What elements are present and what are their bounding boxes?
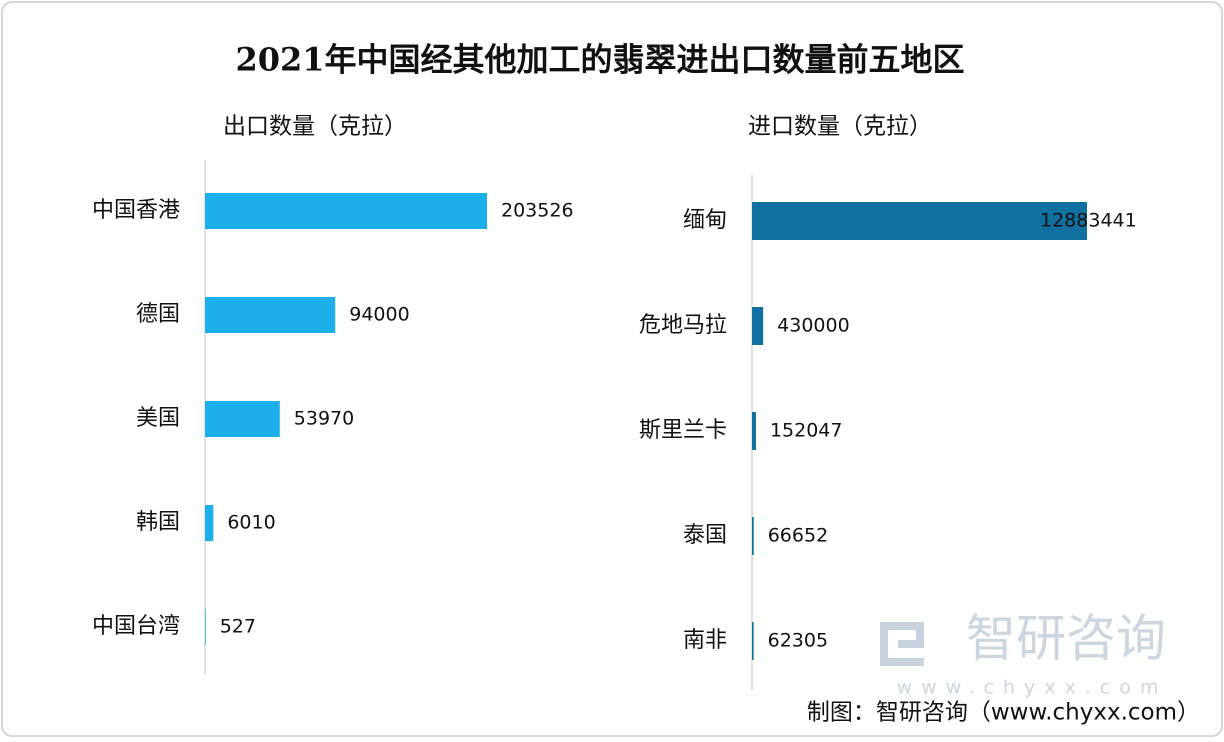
subplot-title: 进口数量（克拉） [748,114,932,140]
watermark-logo [880,622,924,666]
value-label: 62305 [768,630,828,652]
value-label: 53970 [294,408,354,430]
value-label: 66652 [768,525,828,547]
y-tick-label: 南非 [683,628,727,653]
bar [205,505,214,541]
value-label: 527 [220,616,256,638]
y-tick-label: 德国 [136,302,180,327]
value-label: 203526 [501,200,574,222]
value-label: 152047 [770,420,843,442]
watermark-url: www.chyxx.com [897,677,1168,699]
y-tick-label: 韩国 [136,510,180,535]
y-tick-label: 斯里兰卡 [639,418,727,443]
chart-title: 2021年中国经其他加工的翡翠进出口数量前五地区 [235,41,964,79]
y-tick-label: 美国 [136,406,180,431]
bar [752,517,754,555]
bar [205,609,206,645]
subplot-title: 出口数量（克拉） [223,114,407,140]
bar [752,307,764,345]
bar [752,202,1087,240]
y-tick-label: 泰国 [683,523,727,548]
y-tick-label: 缅甸 [683,208,727,233]
value-label: 430000 [777,315,850,337]
value-label: 12883441 [1040,210,1137,232]
source-note: 制图：智研咨询（www.chyxx.com） [807,700,1200,726]
bar [205,193,487,229]
y-tick-label: 中国台湾 [92,614,180,639]
y-tick-label: 中国香港 [92,198,180,223]
bar [205,401,280,437]
bar [752,412,756,450]
value-label: 6010 [227,512,275,534]
bar [205,297,336,333]
value-label: 94000 [349,304,409,326]
watermark-brand: 智研咨询 [966,610,1166,668]
y-tick-label: 危地马拉 [639,313,727,338]
bar [752,622,754,660]
